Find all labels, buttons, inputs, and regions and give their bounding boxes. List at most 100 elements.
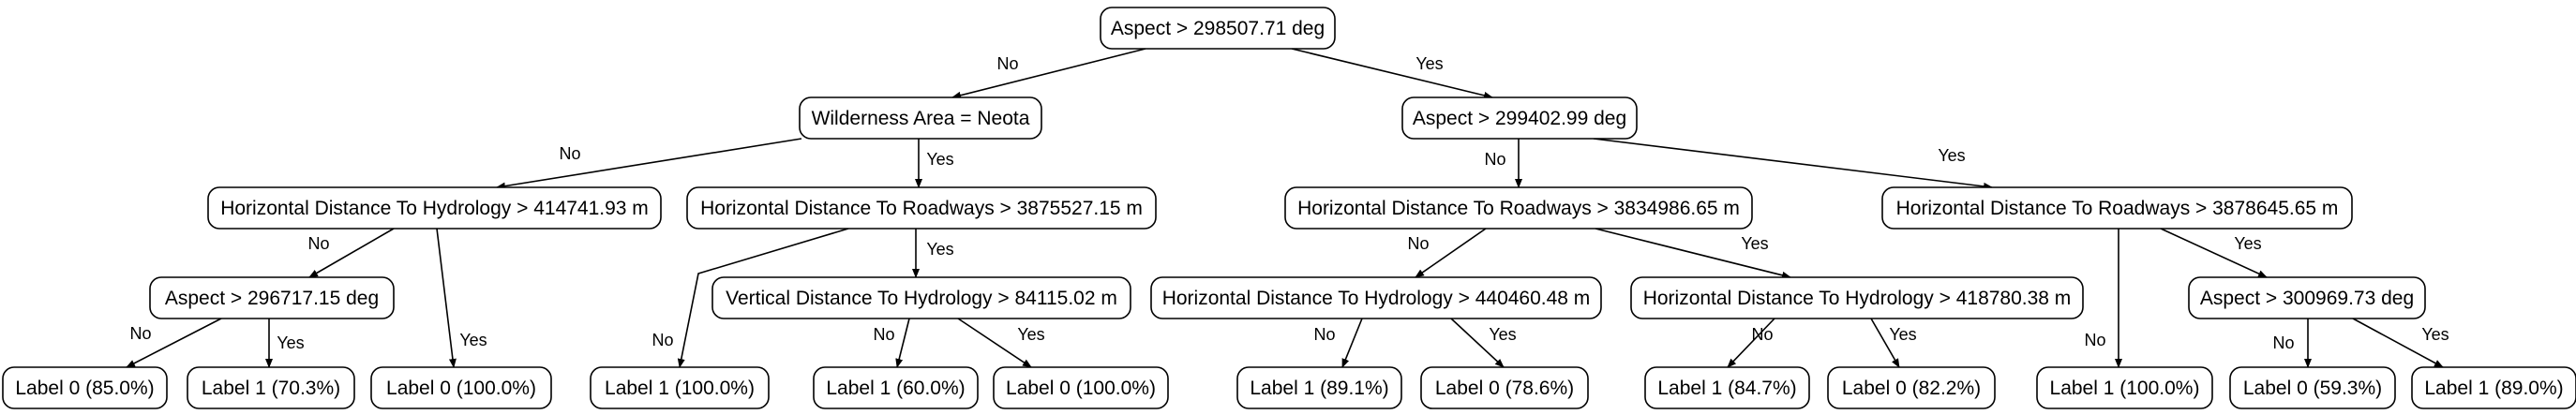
edge-arrow <box>1450 318 1505 368</box>
leaf-label: Label 0 (82.2%) <box>1842 378 1981 399</box>
edge-arrow <box>677 228 849 368</box>
leaf-label: Label 1 (89.1%) <box>1250 378 1388 399</box>
edge-label-yes: Yes <box>926 240 953 259</box>
edge-arrow <box>2160 228 2268 278</box>
edge-rr-to-rrr: Yes <box>2160 228 2268 278</box>
edge-lr-to-lrr: Yes <box>912 229 954 278</box>
edge-arrow <box>1870 318 1900 368</box>
edge-l-to-lr: Yes <box>915 139 954 188</box>
node-box <box>1284 186 1753 230</box>
leaf-node: Label 0 (59.3%) <box>2229 366 2396 409</box>
leaf-node: Label 1 (70.3%) <box>187 366 355 409</box>
decision-node: Aspect > 300969.73 deg <box>2188 276 2426 319</box>
split-condition: Horizontal Distance To Roadways > 387864… <box>1896 198 2339 219</box>
edge-label-no: No <box>2272 333 2294 352</box>
node-box <box>370 366 552 409</box>
node-box <box>590 366 770 409</box>
edge-rl-to-rlr: Yes <box>1595 228 1791 279</box>
decision-node: Aspect > 298507.71 deg <box>1100 7 1336 50</box>
node-box <box>2188 276 2426 319</box>
leaf-node: Label 0 (100.0%) <box>370 366 552 409</box>
decision-node: Aspect > 296717.15 deg <box>149 276 395 319</box>
node-box <box>2 366 168 409</box>
edge-ll-to-leaf3: Yes <box>436 228 487 368</box>
edge-rll-to-leaf8: Yes <box>1450 318 1517 368</box>
leaf-label: Label 1 (100.0%) <box>2050 378 2200 399</box>
decision-node: Horizontal Distance To Hydrology > 41878… <box>1630 276 2084 319</box>
edge-arrow <box>1415 228 1487 278</box>
split-condition: Horizontal Distance To Hydrology > 41474… <box>220 198 649 219</box>
leaf-label: Label 0 (100.0%) <box>386 378 536 399</box>
edge-lr-to-leaf4: No <box>651 228 849 368</box>
split-condition: Horizontal Distance To Hydrology > 44046… <box>1162 288 1591 309</box>
edge-rr-to-leaf11: No <box>2084 229 2122 368</box>
edge-arrow <box>1595 228 1791 279</box>
edge-rlr-to-leaf9: No <box>1727 318 1775 368</box>
edge-ll-to-lll: No <box>307 228 395 278</box>
node-box <box>187 366 355 409</box>
leaf-node: Label 0 (82.2%) <box>1827 366 1996 409</box>
decision-node: Horizontal Distance To Roadways > 383498… <box>1284 186 1753 230</box>
leaf-node: Label 1 (100.0%) <box>590 366 770 409</box>
edge-label-no: No <box>651 331 673 349</box>
edge-rrr-to-leaf13: Yes <box>2352 318 2449 368</box>
leaf-label: Label 1 (89.0%) <box>2424 378 2563 399</box>
leaf-label: Label 1 (84.7%) <box>1657 378 1796 399</box>
node-box <box>799 96 1042 140</box>
edge-label-yes: Yes <box>926 150 953 169</box>
edge-label-yes: Yes <box>1741 234 1768 253</box>
edge-label-yes: Yes <box>1889 325 1916 344</box>
nodes: Aspect > 298507.71 deg Wilderness Area = … <box>2 7 2576 409</box>
edge-label-yes: Yes <box>2234 234 2261 253</box>
leaf-node: Label 1 (89.0%) <box>2411 366 2576 409</box>
edge-arrow <box>1291 48 1493 99</box>
node-box <box>686 186 1157 230</box>
decision-node: Vertical Distance To Hydrology > 84115.0… <box>711 276 1131 319</box>
node-box <box>2229 366 2396 409</box>
node-box <box>1644 366 1810 409</box>
node-box <box>1827 366 1996 409</box>
node-box <box>1881 186 2353 230</box>
split-condition: Wilderness Area = Neota <box>812 108 1030 129</box>
node-box <box>1100 7 1336 50</box>
split-condition: Vertical Distance To Hydrology > 84115.0… <box>726 288 1117 309</box>
edge-label-yes: Yes <box>2421 325 2449 344</box>
leaf-node: Label 1 (100.0%) <box>2036 366 2213 409</box>
edge-label-yes: Yes <box>1415 54 1443 73</box>
edge-arrow <box>1341 318 1363 368</box>
edges: No Yes No Yes No Yes No Yes No Yes No Yes No Yes No Yes… <box>126 48 2449 368</box>
leaf-label: Label 0 (78.6%) <box>1435 378 1574 399</box>
node-box <box>1401 96 1638 140</box>
edge-r-to-rl: No <box>1484 139 1522 188</box>
leaf-node: Label 1 (60.0%) <box>813 366 979 409</box>
edge-l-to-ll: No <box>496 138 802 190</box>
edge-arrow <box>895 318 910 368</box>
node-box <box>993 366 1169 409</box>
decision-node: Horizontal Distance To Hydrology > 41474… <box>207 186 662 230</box>
leaf-label: Label 0 (100.0%) <box>1006 378 1156 399</box>
decision-node: Horizontal Distance To Hydrology > 44046… <box>1150 276 1602 319</box>
edge-lll-to-leaf1: No <box>126 318 222 368</box>
edge-rl-to-rll: No <box>1407 228 1487 278</box>
edge-arrow <box>957 318 1032 368</box>
edge-label-no: No <box>2084 331 2105 349</box>
edge-label-no: No <box>996 54 1018 73</box>
edge-arrow <box>2352 318 2444 368</box>
node-box <box>2036 366 2213 409</box>
edge-arrow <box>1727 318 1775 368</box>
node-box <box>1420 366 1589 409</box>
edge-label-yes: Yes <box>1938 146 1965 165</box>
leaf-label: Label 1 (60.0%) <box>826 378 965 399</box>
node-box <box>1150 276 1602 319</box>
edge-label-no: No <box>559 144 580 163</box>
decision-node: Horizontal Distance To Roadways > 387552… <box>686 186 1157 230</box>
edge-label-yes: Yes <box>1489 325 1516 344</box>
edge-r-to-rr: Yes <box>1593 138 1993 190</box>
edge-label-no: No <box>1313 325 1335 344</box>
edge-arrow <box>951 48 1146 99</box>
split-condition: Horizontal Distance To Roadways > 387552… <box>700 198 1143 219</box>
edge-arrow <box>436 228 457 368</box>
leaf-node: Label 1 (84.7%) <box>1644 366 1810 409</box>
edge-rll-to-leaf7: No <box>1313 318 1363 368</box>
